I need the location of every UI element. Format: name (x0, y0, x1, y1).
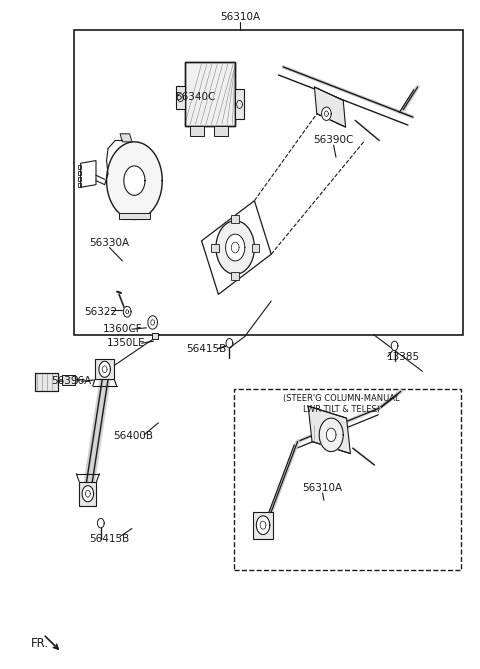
Bar (35, 373, 58, 391)
Bar (78, 171, 81, 175)
Polygon shape (124, 166, 145, 195)
Bar (253, 512, 273, 539)
Polygon shape (81, 161, 96, 187)
Bar (211, 244, 219, 252)
Bar (74, 30, 463, 335)
Polygon shape (319, 418, 343, 452)
Polygon shape (72, 376, 78, 384)
Text: 13385: 13385 (386, 352, 420, 361)
Text: 56390C: 56390C (313, 136, 354, 145)
Text: FR.: FR. (31, 637, 49, 650)
Bar (185, 62, 235, 126)
Text: 56310A: 56310A (220, 12, 260, 21)
Polygon shape (256, 516, 270, 535)
Text: 56340C: 56340C (176, 92, 216, 102)
Bar (95, 359, 114, 379)
Bar (231, 272, 239, 280)
Polygon shape (326, 428, 336, 442)
Polygon shape (226, 339, 233, 348)
Polygon shape (99, 361, 110, 377)
Polygon shape (226, 234, 245, 261)
Bar (78, 183, 81, 187)
Bar (62, 375, 75, 385)
Polygon shape (123, 306, 131, 317)
Polygon shape (82, 486, 94, 502)
Text: 56400B: 56400B (113, 432, 154, 441)
Bar (252, 244, 259, 252)
Polygon shape (148, 316, 157, 329)
Bar (231, 215, 239, 223)
Text: 56310A: 56310A (302, 484, 343, 493)
Text: 1350LE: 1350LE (107, 339, 145, 348)
Bar (78, 177, 81, 181)
Polygon shape (97, 518, 104, 528)
Bar (185, 62, 235, 126)
Bar (152, 333, 158, 339)
Text: LWR TILT & TELES): LWR TILT & TELES) (303, 405, 380, 414)
Bar (214, 126, 228, 136)
Text: 56415B: 56415B (89, 534, 130, 543)
Polygon shape (391, 341, 398, 351)
Bar (234, 389, 461, 570)
Polygon shape (216, 221, 254, 274)
Polygon shape (120, 134, 132, 142)
Polygon shape (235, 89, 244, 119)
Text: (STEER'G COLUMN-MANUAL: (STEER'G COLUMN-MANUAL (284, 393, 400, 403)
Polygon shape (314, 87, 346, 127)
Text: 56322: 56322 (84, 307, 118, 316)
Bar (190, 126, 204, 136)
Text: 56396A: 56396A (51, 377, 91, 386)
Text: 56415B: 56415B (186, 344, 227, 353)
Bar (78, 165, 81, 169)
Polygon shape (308, 406, 350, 454)
Bar (79, 482, 96, 506)
Bar (119, 213, 150, 219)
Polygon shape (107, 142, 162, 219)
Text: 56330A: 56330A (89, 238, 130, 248)
Text: 1360CF: 1360CF (103, 324, 142, 334)
Polygon shape (322, 107, 331, 120)
Bar (35, 373, 58, 391)
Polygon shape (176, 86, 185, 109)
